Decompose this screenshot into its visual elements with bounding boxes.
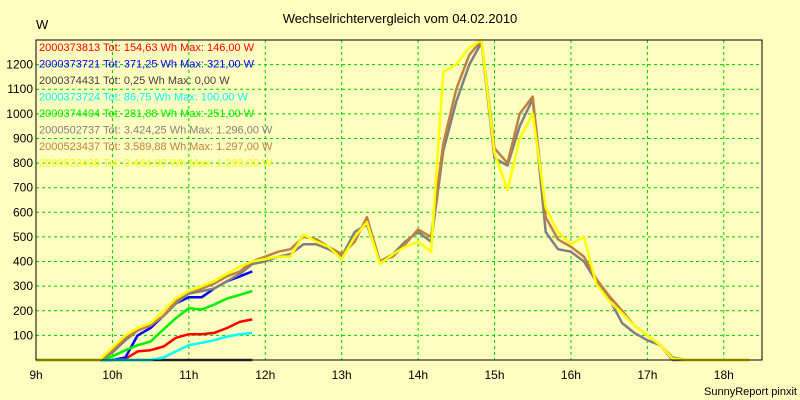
series-line-2000523438: [36, 38, 749, 362]
chart-title: Wechselrichtervergleich vom 04.02.2010: [283, 11, 518, 26]
x-tick-label: 9h: [29, 368, 42, 382]
legend-entry-2000374431: 2000374431 Tot: 0,25 Wh Max: 0,00 W: [39, 75, 230, 87]
y-axis-ticks: 100 200 300 400 500 600 700 800 900 1000 1100 1200: [6, 58, 33, 343]
y-tick-label: 100: [13, 328, 33, 342]
legend-entry-2000373813: 2000373813 Tot: 154,63 Wh Max: 146,00 W: [39, 42, 255, 54]
plot-background: [36, 40, 762, 360]
y-tick-label: 1200: [6, 58, 33, 72]
legend: 2000373813 Tot: 154,63 Wh Max: 146,00 W 2…: [39, 42, 273, 170]
legend-entry-2000374404: 2000374404 Tot: 281,88 Wh Max: 251,00 W: [39, 108, 255, 120]
legend-entry-2000523438: 2000523438 Tot: 3.464,00 Wh Max: 1.299,0…: [39, 158, 273, 170]
x-tick-label: 14h: [408, 368, 428, 382]
y-tick-label: 1000: [6, 107, 33, 121]
x-axis-ticks: 9h 10h 11h 12h 13h 14h 15h 16h 17h 18h: [29, 368, 733, 382]
x-tick-label: 11h: [179, 368, 198, 382]
y-tick-label: 300: [13, 279, 33, 293]
x-tick-label: 12h: [255, 368, 275, 382]
footer-credit: SunnyReport pinxit: [704, 386, 797, 398]
x-tick-label: 15h: [485, 368, 505, 382]
x-tick-label: 10h: [102, 368, 122, 382]
y-tick-label: 600: [13, 205, 33, 219]
plot-border: [35, 39, 763, 361]
x-tick-label: 13h: [332, 368, 352, 382]
grid: [35, 40, 762, 360]
legend-entry-2000502737: 2000502737 Tot: 3.424,25 Wh Max: 1.296,0…: [39, 125, 273, 137]
x-tick-label: 18h: [714, 368, 734, 382]
y-tick-label: 200: [13, 304, 33, 318]
x-tick-label: 16h: [561, 368, 581, 382]
y-tick-label: 700: [13, 181, 33, 195]
y-tick-label: 500: [13, 230, 33, 244]
legend-entry-2000373721: 2000373721 Tot: 371,25 Wh Max: 321,00 W: [39, 59, 255, 71]
y-tick-label: 1100: [7, 82, 33, 96]
legend-entry-2000373724: 2000373724 Tot: 86,75 Wh Max: 100,00 W: [39, 92, 249, 104]
legend-entry-2000523437: 2000523437 Tot: 3.589,88 Wh Max: 1.297,0…: [39, 141, 273, 153]
y-tick-label: 900: [13, 131, 33, 145]
y-axis-label: W: [36, 17, 49, 32]
x-tick-label: 17h: [637, 368, 657, 382]
y-tick-label: 400: [13, 255, 33, 269]
y-tick-label: 800: [13, 156, 33, 170]
